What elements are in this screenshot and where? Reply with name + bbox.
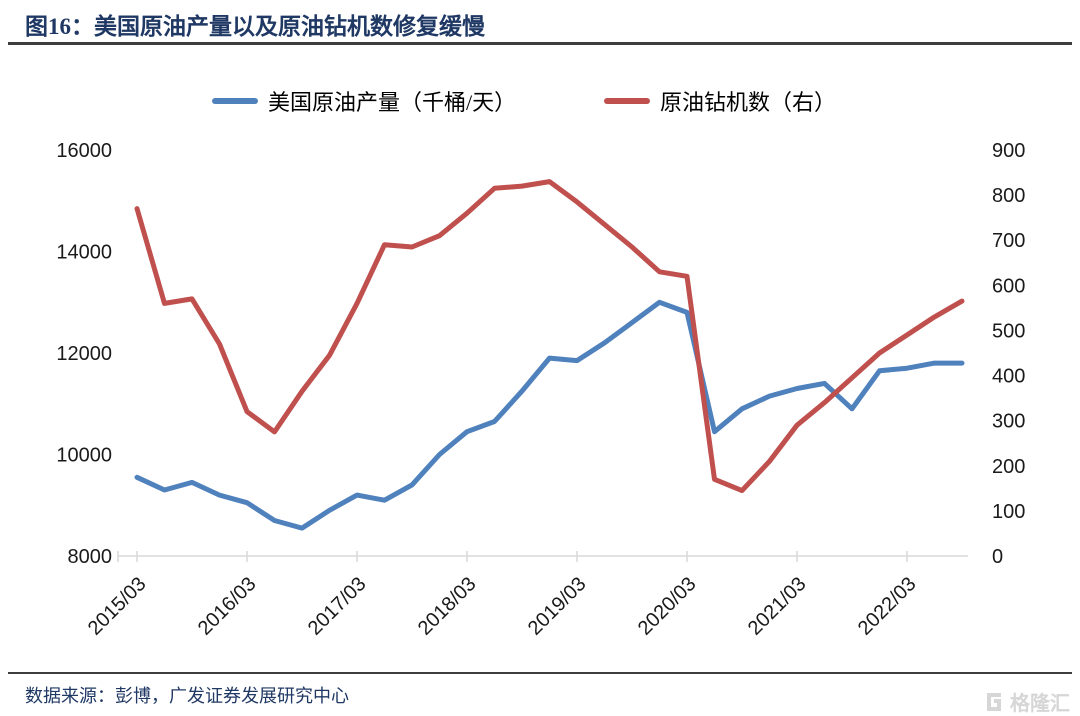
production-line-series bbox=[134, 299, 965, 531]
gelonghui-logo-icon bbox=[987, 692, 1001, 711]
right-axis-tick-label: 400 bbox=[992, 366, 1025, 388]
x-axis-tick-label: 2020/03 bbox=[634, 573, 701, 640]
legend-label-rig-count: 原油钻机数（右） bbox=[660, 90, 837, 115]
right-axis-tick-label: 200 bbox=[992, 456, 1025, 478]
x-axis-tick-label: 2021/03 bbox=[744, 573, 811, 640]
line-chart: 16000 14000 12000 10000 8000 900 800 700 600 500 4… bbox=[56, 140, 1025, 640]
data-source-note: 数据来源：彭博，广发证券发展研究中心 bbox=[25, 686, 349, 706]
right-axis-tick-label: 600 bbox=[992, 275, 1025, 297]
left-axis-tick-label: 12000 bbox=[56, 343, 112, 365]
x-axis-tick-label: 2017/03 bbox=[304, 573, 371, 640]
right-axis-tick-label: 700 bbox=[992, 230, 1025, 252]
watermark-text: 格隆汇 bbox=[1010, 693, 1070, 715]
x-axis-tick-label: 2018/03 bbox=[414, 573, 481, 640]
x-axis-tick-label: 2015/03 bbox=[84, 573, 151, 640]
right-axis-tick-label: 900 bbox=[992, 140, 1025, 162]
gelonghui-watermark: 格隆汇 bbox=[983, 687, 1070, 716]
footer-divider-line bbox=[8, 672, 1072, 674]
legend-swatch-production bbox=[212, 98, 258, 104]
left-axis-tick-label: 8000 bbox=[68, 546, 113, 568]
legend-swatch-rig-count bbox=[604, 98, 650, 104]
legend-item-production: 美国原油产量（千桶/天） bbox=[212, 86, 516, 116]
rig-count-line-series bbox=[134, 179, 965, 494]
title-divider-line bbox=[8, 42, 1072, 45]
chart-legend: 美国原油产量（千桶/天） 原油钻机数（右） bbox=[0, 86, 1080, 116]
right-axis-tick-label: 500 bbox=[992, 320, 1025, 342]
right-axis-tick-label: 300 bbox=[992, 411, 1025, 433]
right-axis-tick-label: 800 bbox=[992, 185, 1025, 207]
legend-item-rig-count: 原油钻机数（右） bbox=[604, 86, 836, 116]
right-axis-tick-label: 0 bbox=[992, 546, 1003, 568]
left-axis-tick-label: 16000 bbox=[56, 140, 112, 162]
right-axis-tick-label: 100 bbox=[992, 501, 1025, 523]
x-axis-tick-label: 2016/03 bbox=[194, 573, 261, 640]
legend-label-production: 美国原油产量（千桶/天） bbox=[268, 90, 517, 115]
x-axis-tick-label: 2019/03 bbox=[524, 573, 591, 640]
figure-title: 图16：美国原油产量以及原油钻机数修复缓慢 bbox=[25, 14, 485, 39]
left-axis-tick-label: 14000 bbox=[56, 242, 112, 264]
x-axis-tick-label: 2022/03 bbox=[854, 573, 921, 640]
left-axis-tick-label: 10000 bbox=[56, 445, 112, 467]
